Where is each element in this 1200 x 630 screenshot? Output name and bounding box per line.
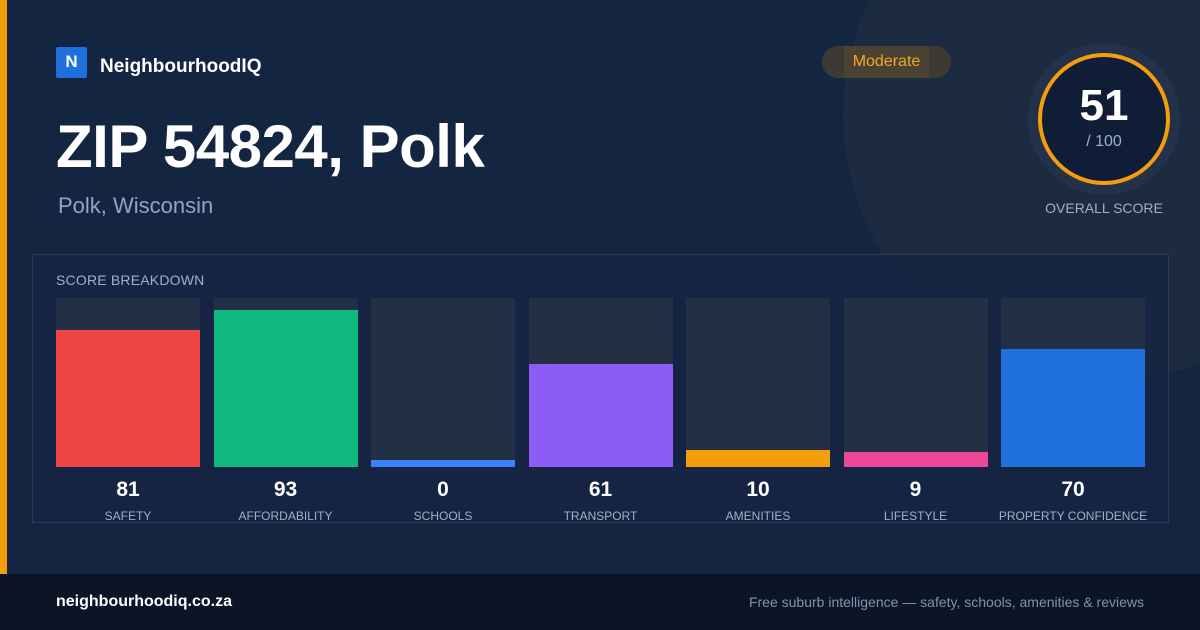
score-bar-value: 61 bbox=[588, 478, 613, 501]
score-bar-fill bbox=[843, 452, 988, 467]
score-breakdown-title: SCORE BREAKDOWN bbox=[56, 272, 205, 288]
score-bar-track bbox=[213, 298, 358, 467]
score-bar-fill bbox=[371, 460, 515, 467]
score-bar-fill bbox=[56, 330, 200, 467]
status-badge: Moderate bbox=[822, 46, 951, 78]
footer: neighbourhoodiq.co.za Free suburb intell… bbox=[0, 574, 1200, 630]
score-bar-label: PROPERTY CONFIDENCE bbox=[998, 509, 1148, 523]
score-bar-value: 0 bbox=[437, 478, 449, 501]
score-breakdown-panel: SCORE BREAKDOWN 81 SAFETY 93 AFFORDABILITY 0… bbox=[32, 254, 1169, 523]
page-subtitle: Polk, Wisconsin bbox=[58, 193, 214, 218]
score-bar-value: 10 bbox=[746, 478, 770, 501]
overall-score-value: 51 bbox=[1079, 81, 1129, 130]
score-bar-value: 70 bbox=[1061, 478, 1085, 501]
overall-score-ring-progress bbox=[1038, 53, 1170, 185]
brand-name: NeighbourhoodIQ bbox=[100, 56, 262, 77]
brand: N NeighbourhoodIQ bbox=[56, 46, 261, 78]
score-bar-track bbox=[528, 298, 673, 467]
score-bar-fill bbox=[528, 364, 673, 467]
brand-logo-icon: N bbox=[56, 46, 87, 78]
score-bar-label: SAFETY bbox=[104, 509, 152, 523]
score-bar-track bbox=[843, 298, 988, 467]
score-bar-value: 93 bbox=[273, 478, 298, 501]
score-bar-property-confidence: 70 PROPERTY CONFIDENCE bbox=[999, 298, 1147, 523]
status-badge-label: Moderate bbox=[844, 46, 929, 78]
overall-score-label: OVERALL SCORE bbox=[1045, 200, 1163, 216]
score-bar-track bbox=[686, 298, 830, 467]
score-bar-affordability: 93 AFFORDABILITY bbox=[213, 298, 358, 523]
page-title: ZIP 54824, Polk bbox=[56, 113, 485, 180]
score-bar-schools: 0 SCHOOLS bbox=[371, 298, 515, 523]
score-bar-track bbox=[56, 298, 200, 467]
score-bar-track bbox=[1001, 298, 1145, 467]
score-bar-amenities: 10 AMENITIES bbox=[686, 298, 830, 523]
score-bar-fill bbox=[686, 450, 830, 467]
score-bar-label: SCHOOLS bbox=[413, 509, 473, 523]
score-bar-fill bbox=[1001, 349, 1145, 467]
score-bar-value: 81 bbox=[116, 478, 140, 501]
overall-score-ring: 51 / 100 bbox=[1028, 43, 1180, 195]
score-bar-label: LIFESTYLE bbox=[883, 509, 948, 523]
score-bar-value: 9 bbox=[909, 478, 922, 501]
score-bar-lifestyle: 9 LIFESTYLE bbox=[843, 298, 988, 523]
share-card: N NeighbourhoodIQ ZIP 54824, Polk Polk, … bbox=[0, 0, 1180, 574]
score-bar-transport: 61 TRANSPORT bbox=[528, 298, 673, 523]
score-bar-fill bbox=[213, 310, 358, 467]
score-bar-label: TRANSPORT bbox=[563, 509, 638, 523]
accent-bar bbox=[0, 0, 7, 574]
score-bar-label: AMENITIES bbox=[725, 509, 791, 523]
footer-tagline: Free suburb intelligence — safety, schoo… bbox=[748, 594, 1144, 610]
footer-domain: neighbourhoodiq.co.za bbox=[56, 593, 232, 610]
score-bar-track bbox=[371, 298, 515, 467]
score-bar-label: AFFORDABILITY bbox=[238, 509, 333, 523]
overall-score-max: / 100 bbox=[1086, 133, 1122, 150]
score-breakdown-bars: 81 SAFETY 93 AFFORDABILITY 0 SCHOOLS 61 TRANSPO… bbox=[56, 298, 1147, 523]
score-bar-safety: 81 SAFETY bbox=[56, 298, 200, 523]
